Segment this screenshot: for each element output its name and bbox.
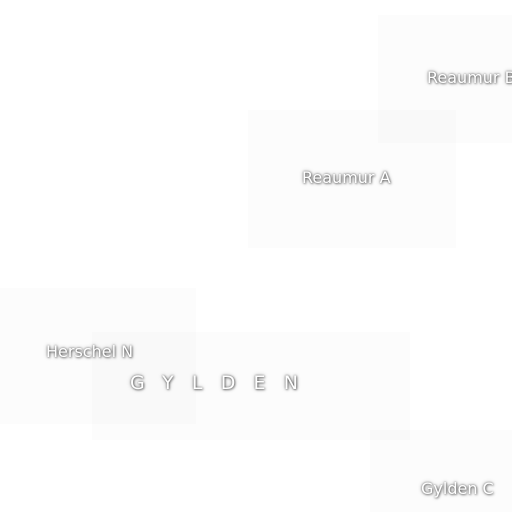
map-tile bbox=[378, 15, 512, 143]
map-tile bbox=[0, 288, 196, 424]
feature-label-reaumur-a[interactable]: Reaumur A bbox=[302, 168, 391, 187]
feature-label-gylden[interactable]: GYLDEN bbox=[130, 372, 317, 394]
map-tile bbox=[248, 110, 456, 248]
map-tile bbox=[92, 332, 410, 440]
map-tile bbox=[370, 430, 512, 512]
feature-label-herschel-n[interactable]: Herschel N bbox=[46, 342, 134, 361]
feature-label-reaumur-b[interactable]: Reaumur B bbox=[427, 68, 512, 87]
feature-label-gylden-c[interactable]: Gylden C bbox=[421, 479, 494, 498]
